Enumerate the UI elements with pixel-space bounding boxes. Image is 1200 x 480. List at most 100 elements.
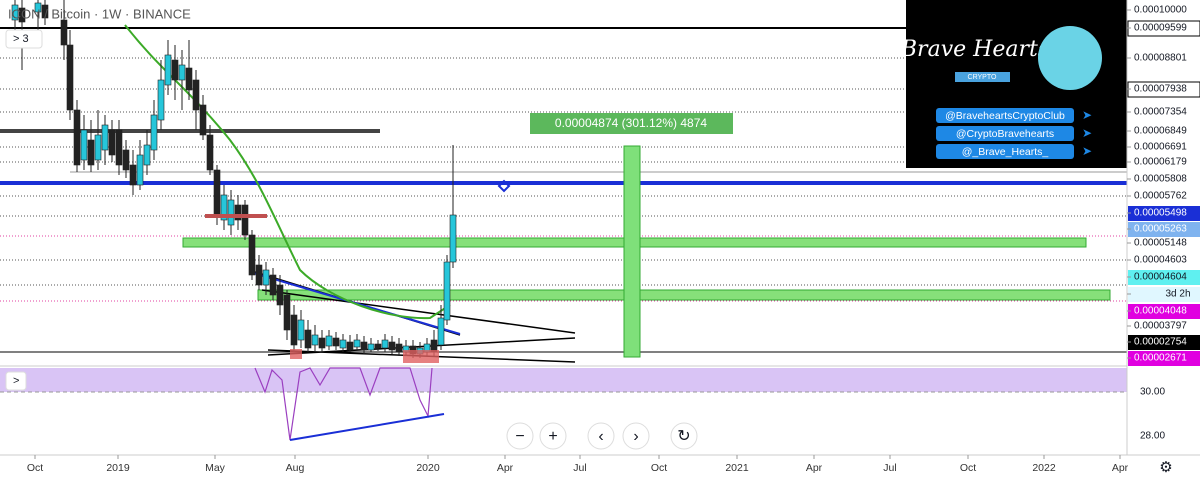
pattern-box bbox=[290, 349, 302, 359]
moving-average bbox=[124, 24, 451, 320]
banner-link-bg[interactable] bbox=[936, 144, 1074, 159]
settings-icon[interactable]: ⚙ bbox=[1159, 459, 1172, 476]
time-label: Jul bbox=[883, 462, 896, 474]
candle bbox=[143, 144, 151, 166]
time-label: Apr bbox=[806, 462, 823, 474]
candle bbox=[129, 164, 137, 186]
candle bbox=[367, 343, 375, 351]
candle bbox=[449, 214, 457, 263]
price-label: 0.00002754 bbox=[1134, 337, 1187, 348]
price-label-bg bbox=[1128, 270, 1200, 285]
zone bbox=[257, 289, 1111, 301]
banner-link: @_Brave_Hearts_ bbox=[962, 146, 1049, 158]
candle bbox=[136, 154, 144, 186]
measure-label-bg bbox=[530, 113, 733, 134]
candle bbox=[185, 67, 193, 91]
rsi-label: 28.00 bbox=[1140, 431, 1165, 442]
measure-label: 0.00004874 (301.12%) 4874 bbox=[555, 116, 707, 130]
price-label-bg bbox=[1128, 304, 1200, 319]
candle bbox=[122, 149, 130, 171]
candle bbox=[325, 335, 333, 347]
candle bbox=[395, 343, 403, 353]
candle bbox=[381, 339, 389, 349]
nav-button[interactable] bbox=[506, 422, 534, 450]
nav-icon: + bbox=[548, 428, 557, 445]
price-label: 0.00005498 bbox=[1134, 208, 1187, 219]
candle bbox=[241, 204, 249, 236]
candle bbox=[388, 341, 396, 351]
banner-link: @CryptoBravehearts bbox=[956, 128, 1054, 140]
pattern-box bbox=[403, 350, 439, 363]
candle bbox=[318, 337, 326, 349]
candle bbox=[157, 79, 165, 121]
candle bbox=[101, 124, 109, 151]
candle bbox=[339, 339, 347, 349]
price-label-bg bbox=[1128, 335, 1200, 350]
price-label: 3d 2h bbox=[1165, 289, 1190, 300]
candle bbox=[94, 134, 102, 161]
nav-button[interactable] bbox=[587, 422, 615, 450]
candle bbox=[234, 204, 242, 221]
price-label: 0.00005148 bbox=[1134, 238, 1187, 249]
banner-icon: ➤ bbox=[1082, 108, 1092, 122]
candle bbox=[248, 234, 256, 276]
price-label: 0.00005263 bbox=[1134, 224, 1187, 235]
candle bbox=[304, 329, 312, 349]
price-label-bg bbox=[1128, 351, 1200, 366]
time-label: Jul bbox=[573, 462, 586, 474]
candle bbox=[443, 261, 451, 321]
candle bbox=[311, 334, 319, 346]
time-label: 2021 bbox=[725, 462, 749, 474]
time-label: May bbox=[205, 462, 226, 474]
candle bbox=[332, 337, 340, 347]
candle bbox=[115, 129, 123, 166]
pattern-box bbox=[205, 214, 267, 218]
banner-sub-bg bbox=[955, 72, 1010, 82]
price-label: 0.00005762 bbox=[1134, 191, 1187, 202]
time-label: 2022 bbox=[1032, 462, 1056, 474]
candle bbox=[199, 104, 207, 136]
candle bbox=[262, 269, 270, 286]
time-label: 2020 bbox=[416, 462, 440, 474]
candle bbox=[11, 4, 19, 21]
price-label: 0.00002671 bbox=[1134, 353, 1187, 364]
banner-link-bg[interactable] bbox=[936, 108, 1074, 123]
candle bbox=[374, 343, 382, 349]
pane-toggle[interactable] bbox=[5, 371, 27, 391]
candle bbox=[283, 294, 291, 331]
nav-button[interactable] bbox=[622, 422, 650, 450]
candle bbox=[255, 264, 263, 286]
candle bbox=[353, 339, 361, 348]
banner-link-bg[interactable] bbox=[936, 126, 1074, 141]
nav-button[interactable] bbox=[539, 422, 567, 450]
price-label: 0.00009599 bbox=[1134, 23, 1187, 34]
banner-icon: ➤ bbox=[1082, 126, 1092, 140]
nav-button[interactable] bbox=[670, 422, 698, 450]
marker bbox=[497, 179, 511, 193]
price-label: 0.00006849 bbox=[1134, 126, 1187, 137]
nav-icon: ↻ bbox=[677, 428, 690, 445]
candle bbox=[192, 79, 200, 111]
nav-icon: − bbox=[515, 428, 524, 445]
candle bbox=[297, 319, 305, 341]
candle bbox=[269, 274, 277, 296]
price-label: 0.00004604 bbox=[1134, 272, 1187, 283]
candle bbox=[80, 129, 88, 161]
candle bbox=[108, 129, 116, 156]
price-label: 0.00007354 bbox=[1134, 107, 1187, 118]
candle bbox=[66, 44, 74, 111]
candle bbox=[60, 19, 68, 46]
indicator-toggle[interactable] bbox=[5, 29, 43, 49]
rsi-line bbox=[254, 367, 433, 441]
price-label: 0.00003797 bbox=[1134, 321, 1187, 332]
symbol-title: ICON / Bitcoin · 1W · BINANCE bbox=[8, 6, 191, 21]
candle bbox=[18, 7, 26, 23]
time-label: Oct bbox=[651, 462, 667, 474]
rsi-label: 30.00 bbox=[1140, 387, 1165, 398]
candle bbox=[34, 2, 42, 13]
price-label-bg bbox=[1128, 206, 1200, 221]
time-label: Apr bbox=[1112, 462, 1129, 474]
indicator-count: > 3 bbox=[13, 33, 29, 45]
candle bbox=[206, 134, 214, 171]
time-label: Apr bbox=[497, 462, 514, 474]
